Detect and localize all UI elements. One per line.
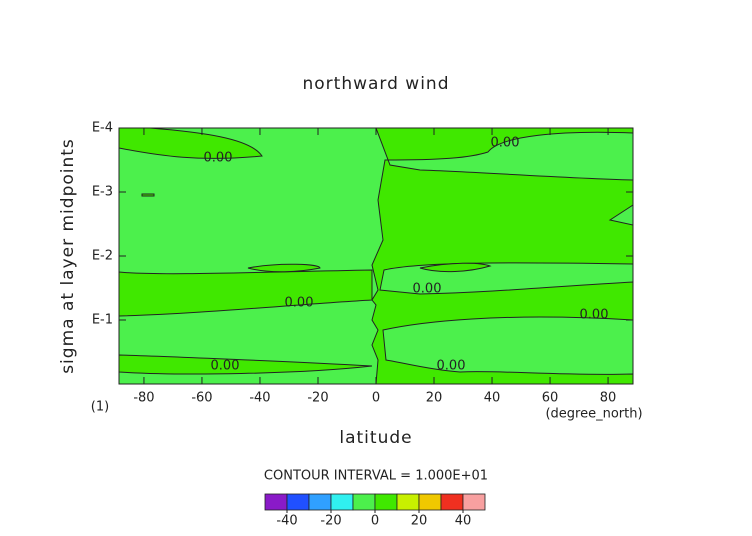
y-tick-label: E-2 (92, 249, 113, 264)
contour-regions (118, 127, 634, 385)
x-tick-label: 40 (484, 391, 501, 406)
y-axis-label: sigma at layer midpoints (58, 138, 78, 374)
x-tick-label: -40 (249, 391, 270, 406)
contour-region (247, 263, 321, 273)
contour-region (118, 127, 263, 159)
contour-region (118, 269, 373, 317)
colorbar-box (264, 493, 288, 511)
contour-region (419, 262, 492, 273)
colorbar-tick-label: 20 (411, 514, 428, 529)
colorbar-box (440, 493, 464, 511)
colorbar-box (286, 493, 310, 511)
x-tick-label: -60 (191, 391, 212, 406)
x-tick-label: 60 (542, 391, 559, 406)
x-tick-label: -80 (133, 391, 154, 406)
y-tick-label: E-4 (92, 121, 113, 136)
colorbar-box (462, 493, 486, 511)
x-tick-label: -20 (307, 391, 328, 406)
contour-region (141, 193, 155, 197)
contour-label: 0.00 (204, 151, 233, 166)
colorbar-tick-label: -40 (276, 514, 297, 529)
x-tick-label: 0 (372, 391, 380, 406)
colorbar-tick-label: -20 (320, 514, 341, 529)
x-tick-label: 20 (426, 391, 443, 406)
colorbar-box (418, 493, 442, 511)
colorbar-tick-label: 40 (455, 514, 472, 529)
colorbar-box (396, 493, 420, 511)
annotation: CONTOUR INTERVAL = 1.000E+01 (264, 469, 488, 484)
colorbar-box (352, 493, 376, 511)
x-units: (degree_north) (545, 407, 642, 422)
colorbar-box (308, 493, 332, 511)
contour-region (371, 127, 634, 385)
y-units: (1) (91, 400, 109, 415)
y-tick-label: E-3 (92, 185, 113, 200)
contour-label: 0.00 (580, 308, 609, 323)
colorbar-box (374, 493, 398, 511)
contour-label: 0.00 (437, 359, 466, 374)
x-tick-label: 80 (600, 391, 617, 406)
colorbar-tick-label: 0 (371, 514, 379, 529)
contour-label: 0.00 (211, 359, 240, 374)
colorbar-box (330, 493, 354, 511)
contour-region (118, 354, 373, 375)
y-tick-label: E-1 (92, 313, 113, 328)
contour-label: 0.00 (491, 136, 520, 151)
contour-label: 0.00 (285, 296, 314, 311)
contour-label: 0.00 (413, 282, 442, 297)
chart-title: northward wind (302, 74, 449, 94)
x-axis-label: latitude (339, 428, 412, 448)
